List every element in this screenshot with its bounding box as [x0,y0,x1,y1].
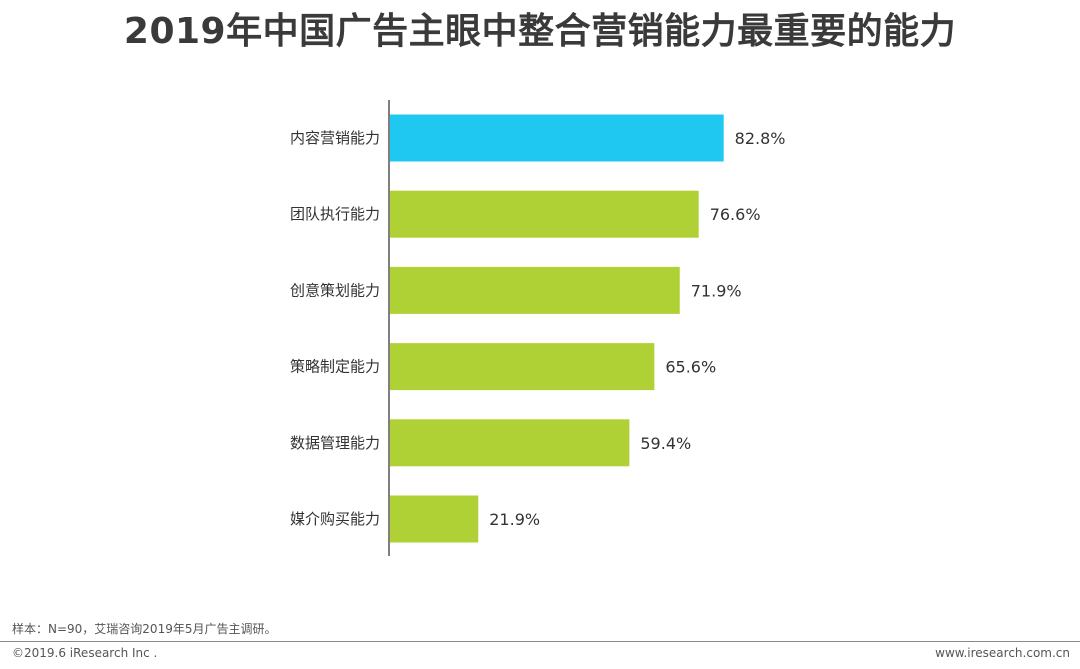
bar [390,343,655,391]
value-label: 82.8% [735,129,786,148]
category-label: 媒介购买能力 [290,510,380,528]
value-label: 59.4% [640,434,691,453]
category-label: 内容营销能力 [290,129,380,147]
category-label: 创意策划能力 [290,281,380,299]
category-label: 策略制定能力 [290,358,380,376]
copyright-text: ©2019.6 iResearch Inc . [12,646,158,660]
value-label: 71.9% [691,281,742,300]
sample-footnote: 样本：N=90，艾瑞咨询2019年5月广告主调研。 [12,622,277,636]
bar [390,419,630,467]
bar [390,114,724,162]
footer-divider [0,641,1080,642]
value-label: 65.6% [665,358,716,377]
bar [390,266,680,314]
category-label: 团队执行能力 [290,205,380,223]
category-label: 数据管理能力 [290,434,380,452]
bar [390,495,479,543]
bar [390,190,699,238]
value-label: 21.9% [489,510,540,529]
chart-title: 2019年中国广告主眼中整合营销能力最重要的能力 [123,11,957,52]
value-label: 76.6% [710,205,761,224]
website-link[interactable]: www.iresearch.com.cn [935,646,1070,660]
